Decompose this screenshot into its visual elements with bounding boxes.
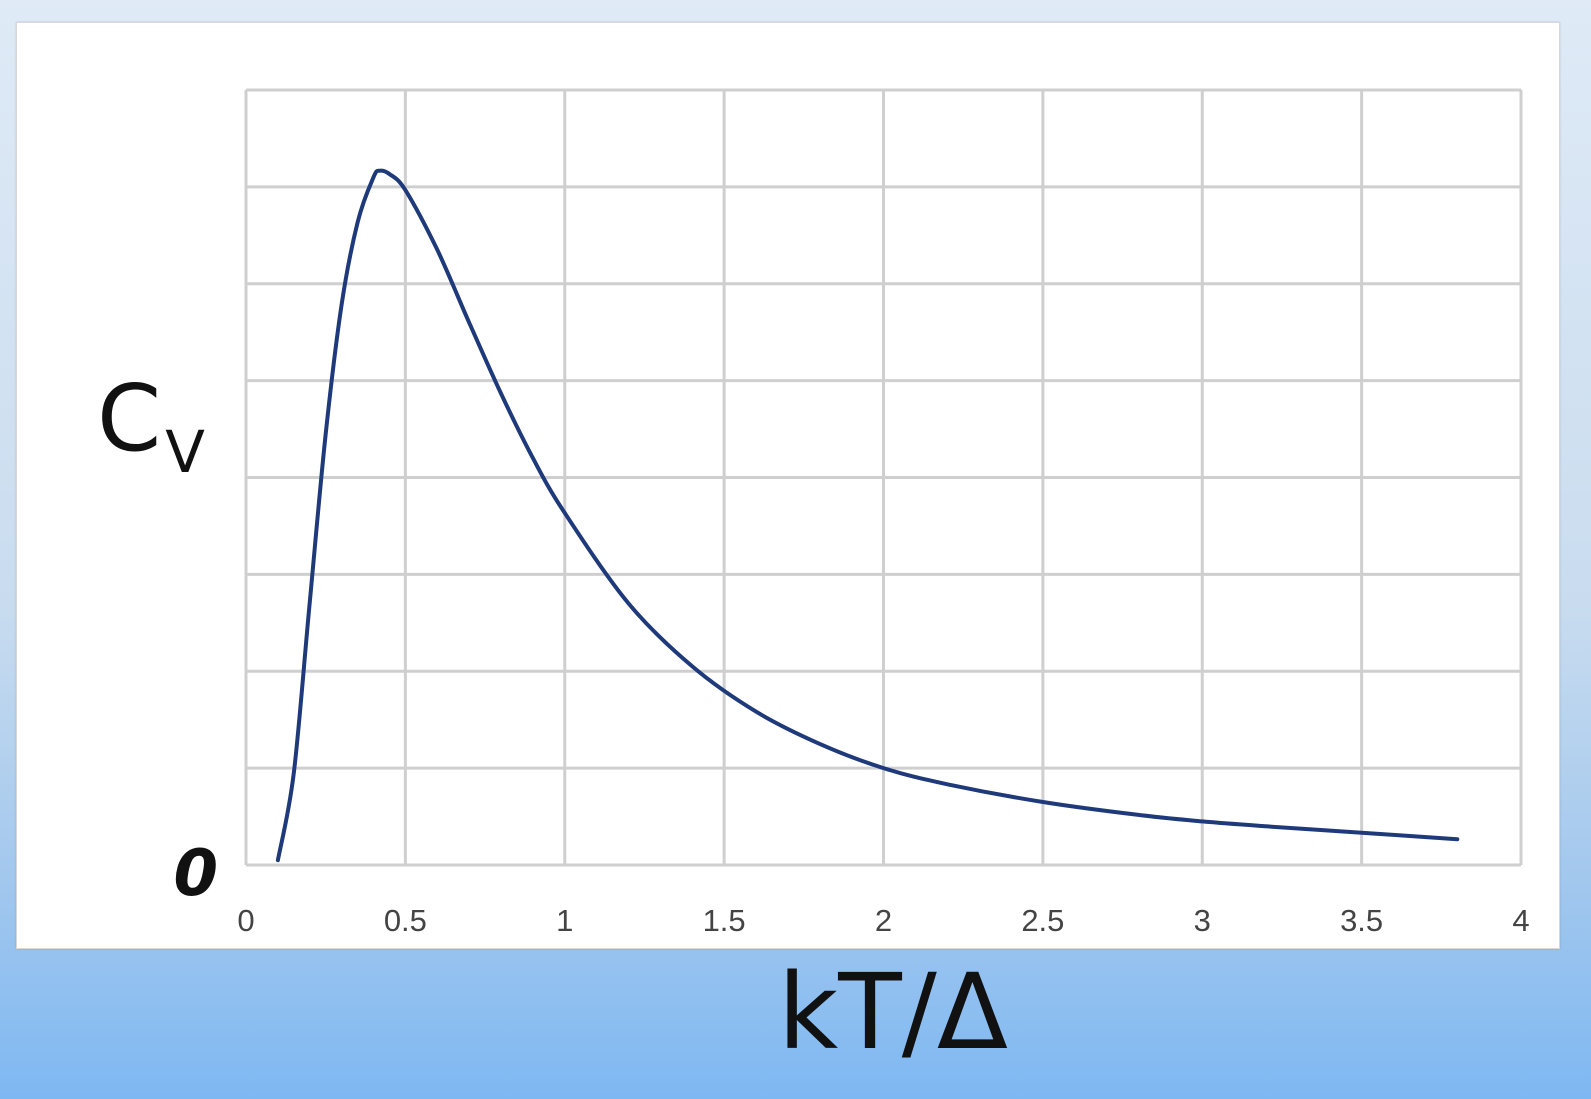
x-tick-label: 4 bbox=[1512, 903, 1529, 938]
y-tick-label: 0 bbox=[173, 837, 218, 911]
x-tick-label: 1.5 bbox=[703, 903, 746, 938]
x-tick-labels: 0 0.5 1 1.5 2 2.5 3 3.5 4 bbox=[237, 903, 1529, 938]
y-axis-label: CV bbox=[97, 373, 205, 482]
chart-panel: 0 0.5 1 1.5 2 2.5 3 3.5 4 0 CV bbox=[16, 22, 1560, 949]
x-tick-label: 2.5 bbox=[1021, 903, 1064, 938]
x-tick-label: 3 bbox=[1194, 903, 1211, 938]
x-tick-label: 0.5 bbox=[384, 903, 427, 938]
x-tick-label: 3.5 bbox=[1340, 903, 1383, 938]
grid bbox=[244, 88, 1523, 867]
y-axis-label-main: C bbox=[97, 365, 162, 472]
y-axis-label-subscript: V bbox=[165, 418, 205, 486]
y-tick-labels: 0 bbox=[173, 837, 218, 911]
x-tick-label: 2 bbox=[875, 903, 892, 938]
series-line bbox=[275, 168, 1460, 863]
chart-plot: 0 0.5 1 1.5 2 2.5 3 3.5 4 0 bbox=[173, 88, 1530, 938]
x-tick-label: 0 bbox=[237, 903, 254, 938]
x-tick-label: 1 bbox=[556, 903, 573, 938]
x-axis-label: kT/Δ bbox=[778, 951, 1008, 1073]
